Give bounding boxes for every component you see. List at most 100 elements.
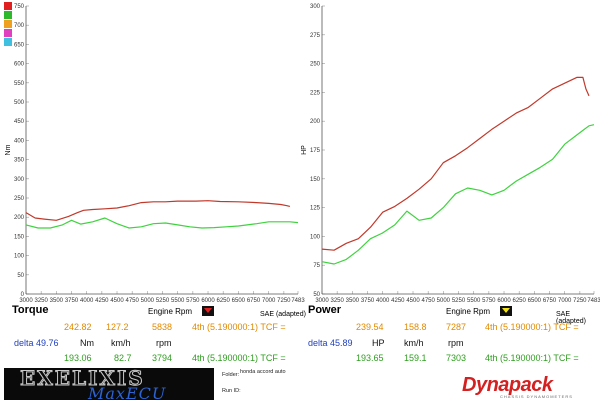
x-tick-label: 5500 (467, 298, 481, 304)
y-tick-label: 650 (14, 42, 25, 48)
x-tick-label: 3250 (34, 298, 48, 304)
torque-row2-speed: 82.7 (114, 353, 132, 363)
torque-unit-nm: Nm (80, 338, 94, 348)
series-line-run1 (321, 76, 590, 251)
torque-dropdown-button[interactable] (202, 306, 214, 316)
x-tick-label: 7000 (558, 298, 572, 304)
x-tick-label: 7483 (587, 298, 600, 304)
power-title: Power (308, 304, 342, 316)
power-row1-value: 239.54 (356, 322, 384, 332)
x-tick-label: 4750 (125, 298, 139, 304)
x-tick-label: 3750 (65, 298, 79, 304)
y-tick-label: 300 (14, 177, 25, 183)
series-line-run1 (25, 200, 291, 221)
folder-label: Folder: (222, 372, 240, 378)
x-tick-label: 5500 (171, 298, 185, 304)
torque-row1-rpm: 5838 (152, 322, 173, 332)
y-tick-label: 225 (310, 90, 321, 96)
torque-row2-gear: 4th (5.190000:1) TCF = (192, 353, 286, 363)
torque-readout: 242.82 127.2 5838 4th (5.190000:1) TCF =… (0, 322, 300, 366)
y-tick-label: 50 (17, 273, 24, 279)
x-tick-label: 7250 (277, 298, 291, 304)
folder-value: honda accord auto (240, 369, 286, 375)
legend-swatch[interactable] (4, 29, 12, 37)
torque-row1-value: 242.82 (64, 322, 92, 332)
power-rpm-label: Engine Rpm (446, 307, 491, 316)
power-row2-rpm: 7303 (446, 353, 467, 363)
y-tick-label: 150 (310, 177, 321, 183)
y-tick-label: 100 (310, 234, 321, 240)
x-tick-label: 3000 (315, 298, 329, 304)
x-tick-label: 4250 (391, 298, 405, 304)
y-tick-label: 0 (21, 292, 25, 298)
x-tick-label: 3750 (361, 298, 375, 304)
x-tick-label: 7483 (291, 298, 305, 304)
x-tick-label: 6000 (201, 298, 215, 304)
y-tick-label: 175 (310, 148, 321, 154)
power-unit-kmh: km/h (404, 338, 424, 348)
torque-row1-gear: 4th (5.190000:1) TCF = (192, 322, 286, 332)
x-tick-label: 3000 (19, 298, 33, 304)
power-unit-hp: HP (372, 338, 385, 348)
triangle-down-icon (502, 308, 510, 313)
torque-sae-label: SAE (adapted) (260, 311, 306, 318)
torque-row2-rpm: 3794 (152, 353, 173, 363)
y-tick-label: 200 (310, 119, 321, 125)
y-tick-label: 300 (310, 4, 321, 10)
x-tick-label: 4500 (110, 298, 124, 304)
x-tick-label: 4000 (376, 298, 390, 304)
x-tick-label: 6000 (497, 298, 511, 304)
y-axis-label: HP (301, 145, 308, 155)
exelixis-logo: EXELIXIS MaxECU (4, 368, 214, 400)
legend-swatch[interactable] (4, 38, 12, 46)
x-tick-label: 7000 (262, 298, 276, 304)
x-tick-label: 6250 (513, 298, 527, 304)
x-tick-label: 6250 (217, 298, 231, 304)
y-tick-label: 400 (14, 138, 25, 144)
y-tick-label: 550 (14, 81, 25, 87)
power-row2-speed: 159.1 (404, 353, 427, 363)
dynapack-logo: Dynapack (462, 374, 553, 396)
y-tick-label: 700 (14, 23, 25, 29)
power-row1-gear: 4th (5.190000:1) TCF = (485, 322, 579, 332)
logo-bottom-text: MaxECU (88, 384, 167, 400)
power-row1-speed: 158.8 (404, 322, 427, 332)
x-tick-label: 4750 (421, 298, 435, 304)
power-row1-rpm: 7287 (446, 322, 467, 332)
x-tick-label: 5000 (437, 298, 451, 304)
y-tick-label: 600 (14, 62, 25, 68)
y-axis-label: Nm (5, 144, 12, 155)
torque-title: Torque (12, 304, 49, 316)
y-tick-label: 500 (14, 100, 25, 106)
x-tick-label: 4000 (80, 298, 94, 304)
torque-delta: delta 49.76 (14, 338, 59, 348)
x-tick-label: 4250 (95, 298, 109, 304)
torque-unit-kmh: km/h (111, 338, 131, 348)
y-tick-label: 200 (14, 215, 25, 221)
y-tick-label: 350 (14, 158, 25, 164)
legend-swatches (4, 2, 12, 46)
y-tick-label: 50 (313, 292, 320, 298)
x-tick-label: 6750 (247, 298, 261, 304)
y-tick-label: 250 (14, 196, 25, 202)
torque-row2-value: 193.06 (64, 353, 92, 363)
power-unit-rpm: rpm (448, 338, 464, 348)
power-dropdown-button[interactable] (500, 306, 512, 316)
y-tick-label: 275 (310, 33, 321, 39)
torque-unit-rpm: rpm (156, 338, 172, 348)
y-tick-label: 125 (310, 206, 321, 212)
x-tick-label: 6750 (543, 298, 557, 304)
legend-swatch[interactable] (4, 2, 12, 10)
power-sae-label: SAE (adapted) (556, 311, 586, 325)
y-tick-label: 75 (313, 263, 320, 269)
legend-swatch[interactable] (4, 11, 12, 19)
dynapack-subtitle: CHASSIS DYNAMOMETERS (500, 394, 573, 399)
y-tick-label: 100 (14, 254, 25, 260)
torque-chart: 0 50 100 150 200 250 300 350 400 450 500 550 600 650 7… (5, 4, 305, 304)
power-row2-gear: 4th (5.190000:1) TCF = (485, 353, 579, 363)
x-tick-label: 3250 (330, 298, 344, 304)
legend-swatch[interactable] (4, 20, 12, 28)
x-tick-label: 3500 (346, 298, 360, 304)
series-line-run2 (25, 217, 299, 229)
